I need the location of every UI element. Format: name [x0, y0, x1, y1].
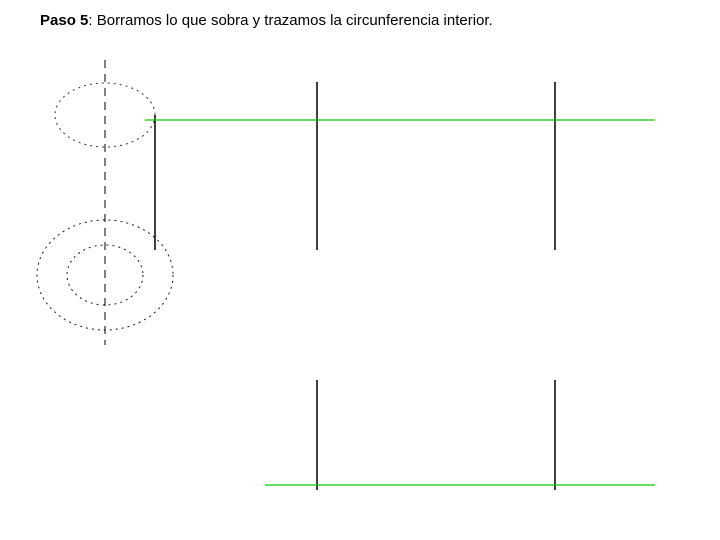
diagram-canvas [0, 0, 720, 540]
